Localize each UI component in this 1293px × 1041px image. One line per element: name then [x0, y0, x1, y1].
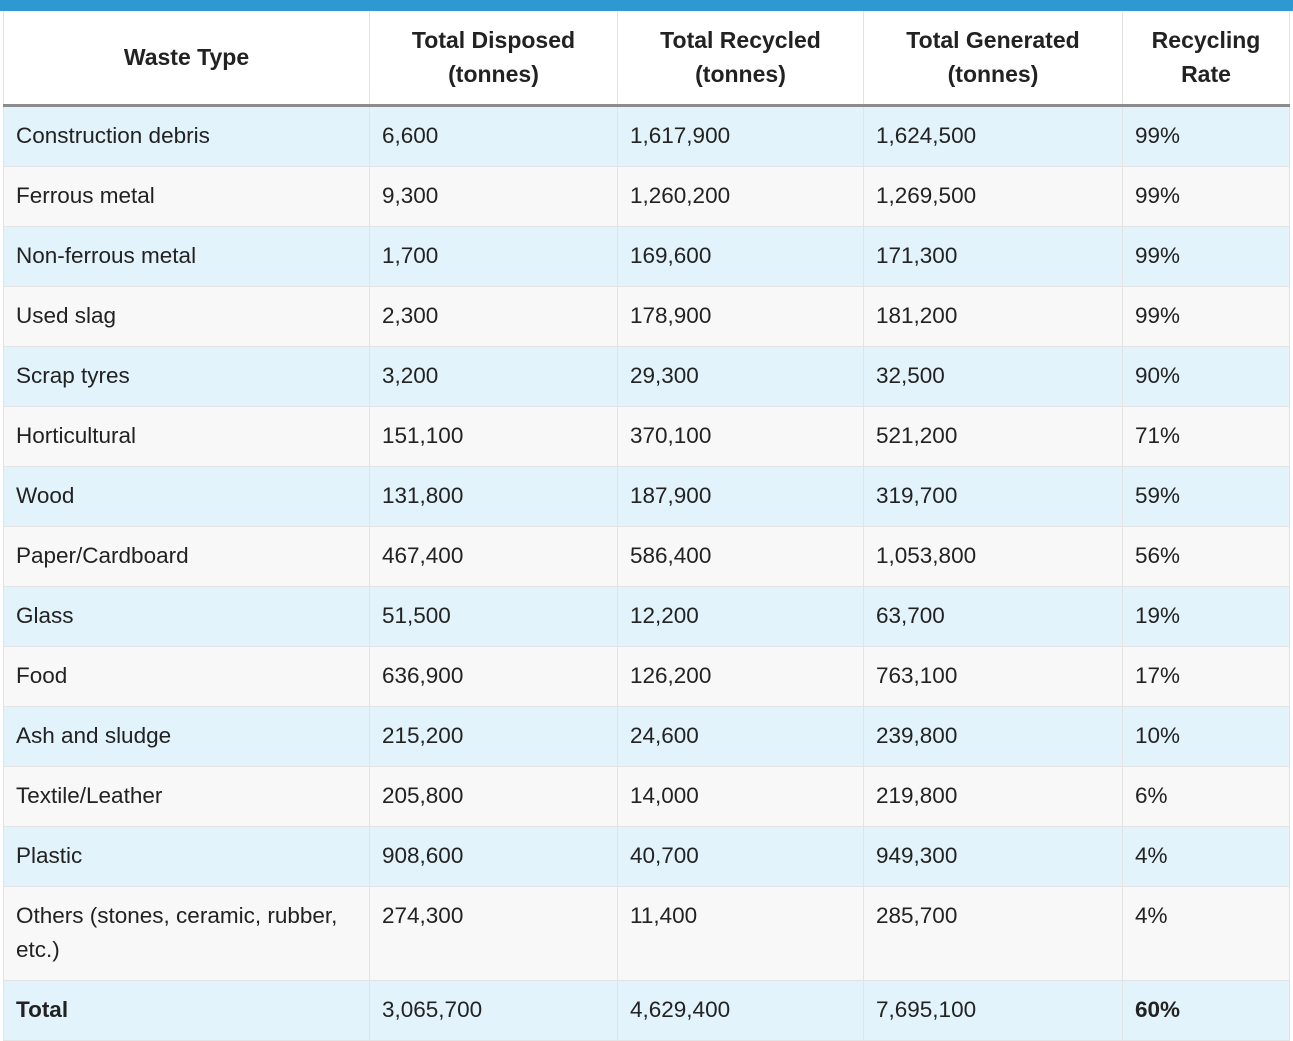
cell-generated: 763,100 — [863, 646, 1123, 707]
table-row: Others (stones, ceramic, rubber, etc.) 27… — [3, 886, 1290, 981]
cell-rate: 99% — [1122, 286, 1290, 347]
cell-recycled: 586,400 — [617, 526, 864, 587]
header-total-recycled: Total Recycled (tonnes) — [617, 11, 864, 107]
cell-generated: 285,700 — [863, 886, 1123, 981]
cell-waste-type: Food — [3, 646, 370, 707]
total-disposed: 3,065,700 — [369, 980, 618, 1041]
cell-disposed: 467,400 — [369, 526, 618, 587]
cell-rate: 10% — [1122, 706, 1290, 767]
cell-rate: 6% — [1122, 766, 1290, 827]
cell-rate: 56% — [1122, 526, 1290, 587]
cell-recycled: 12,200 — [617, 586, 864, 647]
cell-recycled: 40,700 — [617, 826, 864, 887]
table-row: Ferrous metal 9,300 1,260,200 1,269,500 99% — [3, 166, 1290, 227]
cell-disposed: 6,600 — [369, 105, 618, 167]
header-total-generated: Total Generated (tonnes) — [863, 11, 1123, 107]
cell-generated: 171,300 — [863, 226, 1123, 287]
cell-recycled: 11,400 — [617, 886, 864, 981]
table-row: Horticultural 151,100 370,100 521,200 71% — [3, 406, 1290, 467]
cell-recycled: 126,200 — [617, 646, 864, 707]
cell-generated: 219,800 — [863, 766, 1123, 827]
cell-waste-type: Plastic — [3, 826, 370, 887]
cell-recycled: 370,100 — [617, 406, 864, 467]
cell-waste-type: Textile/Leather — [3, 766, 370, 827]
table-row: Food 636,900 126,200 763,100 17% — [3, 646, 1290, 707]
cell-recycled: 14,000 — [617, 766, 864, 827]
cell-disposed: 274,300 — [369, 886, 618, 981]
cell-disposed: 3,200 — [369, 346, 618, 407]
cell-rate: 99% — [1122, 226, 1290, 287]
cell-rate: 71% — [1122, 406, 1290, 467]
cell-generated: 32,500 — [863, 346, 1123, 407]
cell-disposed: 636,900 — [369, 646, 618, 707]
cell-waste-type: Horticultural — [3, 406, 370, 467]
cell-waste-type: Ash and sludge — [3, 706, 370, 767]
cell-rate: 99% — [1122, 166, 1290, 227]
cell-recycled: 29,300 — [617, 346, 864, 407]
cell-waste-type: Others (stones, ceramic, rubber, etc.) — [3, 886, 370, 981]
cell-generated: 1,269,500 — [863, 166, 1123, 227]
cell-disposed: 2,300 — [369, 286, 618, 347]
table-row: Paper/Cardboard 467,400 586,400 1,053,800 56… — [3, 526, 1290, 587]
cell-disposed: 9,300 — [369, 166, 618, 227]
total-label: Total — [3, 980, 370, 1041]
table-row: Non-ferrous metal 1,700 169,600 171,300 99% — [3, 226, 1290, 287]
cell-disposed: 1,700 — [369, 226, 618, 287]
cell-recycled: 178,900 — [617, 286, 864, 347]
total-recycled: 4,629,400 — [617, 980, 864, 1041]
cell-rate: 59% — [1122, 466, 1290, 527]
header-total-disposed: Total Disposed (tonnes) — [369, 11, 618, 107]
cell-disposed: 205,800 — [369, 766, 618, 827]
cell-recycled: 169,600 — [617, 226, 864, 287]
cell-generated: 181,200 — [863, 286, 1123, 347]
cell-rate: 90% — [1122, 346, 1290, 407]
total-row: Total 3,065,700 4,629,400 7,695,100 60% — [3, 980, 1290, 1041]
cell-waste-type: Construction debris — [3, 105, 370, 167]
top-accent-bar — [0, 0, 1293, 11]
cell-recycled: 1,260,200 — [617, 166, 864, 227]
cell-recycled: 1,617,900 — [617, 105, 864, 167]
total-generated: 7,695,100 — [863, 980, 1123, 1041]
cell-rate: 99% — [1122, 105, 1290, 167]
table-row: Construction debris 6,600 1,617,900 1,624,5… — [3, 105, 1290, 167]
header-waste-type: Waste Type — [3, 11, 370, 107]
cell-generated: 1,624,500 — [863, 105, 1123, 167]
cell-rate: 4% — [1122, 826, 1290, 887]
table-row: Plastic 908,600 40,700 949,300 4% — [3, 826, 1290, 887]
table-row: Ash and sludge 215,200 24,600 239,800 10% — [3, 706, 1290, 767]
cell-generated: 63,700 — [863, 586, 1123, 647]
cell-waste-type: Used slag — [3, 286, 370, 347]
cell-generated: 239,800 — [863, 706, 1123, 767]
table-row: Scrap tyres 3,200 29,300 32,500 90% — [3, 346, 1290, 407]
cell-waste-type: Scrap tyres — [3, 346, 370, 407]
cell-generated: 949,300 — [863, 826, 1123, 887]
total-rate: 60% — [1122, 980, 1290, 1041]
cell-rate: 17% — [1122, 646, 1290, 707]
table-row: Used slag 2,300 178,900 181,200 99% — [3, 286, 1290, 347]
table-row: Wood 131,800 187,900 319,700 59% — [3, 466, 1290, 527]
cell-generated: 319,700 — [863, 466, 1123, 527]
cell-generated: 521,200 — [863, 406, 1123, 467]
cell-generated: 1,053,800 — [863, 526, 1123, 587]
cell-disposed: 151,100 — [369, 406, 618, 467]
cell-waste-type: Non-ferrous metal — [3, 226, 370, 287]
cell-rate: 4% — [1122, 886, 1290, 981]
waste-statistics-table: Waste Type Total Disposed (tonnes) Total … — [3, 11, 1290, 1041]
cell-recycled: 24,600 — [617, 706, 864, 767]
cell-waste-type: Paper/Cardboard — [3, 526, 370, 587]
table-row: Textile/Leather 205,800 14,000 219,800 6% — [3, 766, 1290, 827]
cell-recycled: 187,900 — [617, 466, 864, 527]
header-recycling-rate: Recycling Rate — [1122, 11, 1290, 107]
cell-waste-type: Glass — [3, 586, 370, 647]
cell-disposed: 215,200 — [369, 706, 618, 767]
table-row: Glass 51,500 12,200 63,700 19% — [3, 586, 1290, 647]
cell-disposed: 51,500 — [369, 586, 618, 647]
cell-waste-type: Ferrous metal — [3, 166, 370, 227]
cell-disposed: 908,600 — [369, 826, 618, 887]
cell-disposed: 131,800 — [369, 466, 618, 527]
cell-rate: 19% — [1122, 586, 1290, 647]
cell-waste-type: Wood — [3, 466, 370, 527]
header-row: Waste Type Total Disposed (tonnes) Total … — [3, 11, 1290, 107]
